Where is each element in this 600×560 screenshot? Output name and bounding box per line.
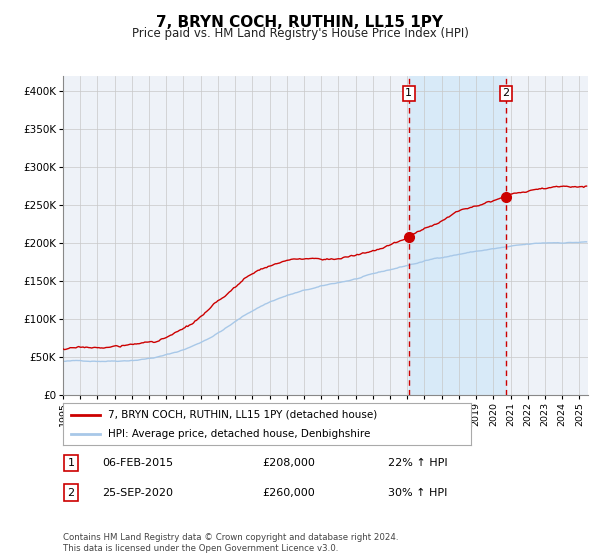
Text: 2: 2 bbox=[67, 488, 74, 498]
Text: 1: 1 bbox=[67, 458, 74, 468]
Text: 30% ↑ HPI: 30% ↑ HPI bbox=[389, 488, 448, 498]
Text: HPI: Average price, detached house, Denbighshire: HPI: Average price, detached house, Denb… bbox=[108, 429, 370, 439]
Text: £260,000: £260,000 bbox=[263, 488, 315, 498]
Bar bbox=[409, 76, 506, 395]
Text: 7, BRYN COCH, RUTHIN, LL15 1PY: 7, BRYN COCH, RUTHIN, LL15 1PY bbox=[157, 15, 443, 30]
Text: £208,000: £208,000 bbox=[263, 458, 316, 468]
Text: 06-FEB-2015: 06-FEB-2015 bbox=[103, 458, 173, 468]
Text: Contains HM Land Registry data © Crown copyright and database right 2024.
This d: Contains HM Land Registry data © Crown c… bbox=[63, 533, 398, 553]
Text: 1: 1 bbox=[406, 88, 412, 99]
Text: 7, BRYN COCH, RUTHIN, LL15 1PY (detached house): 7, BRYN COCH, RUTHIN, LL15 1PY (detached… bbox=[108, 409, 377, 419]
Text: 25-SEP-2020: 25-SEP-2020 bbox=[103, 488, 173, 498]
Text: 22% ↑ HPI: 22% ↑ HPI bbox=[389, 458, 448, 468]
Text: 2: 2 bbox=[502, 88, 509, 99]
Text: Price paid vs. HM Land Registry's House Price Index (HPI): Price paid vs. HM Land Registry's House … bbox=[131, 27, 469, 40]
